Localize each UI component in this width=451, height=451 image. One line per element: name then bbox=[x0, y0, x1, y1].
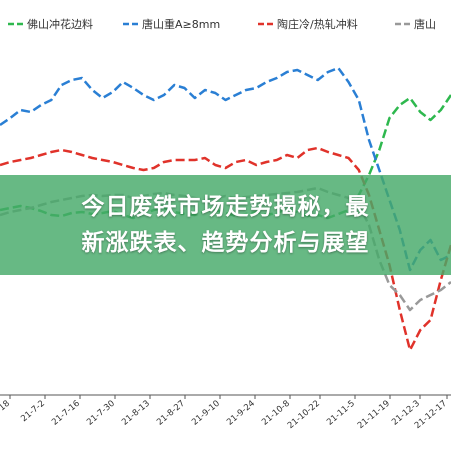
x-tick-label: 21-6-18 bbox=[0, 399, 12, 428]
legend-label: 陶庄冷/热轧冲料 bbox=[277, 17, 358, 31]
x-tick-label: 21-9-24 bbox=[225, 399, 257, 428]
headline-banner: 今日废铁市场走势揭秘，最 新涨跌表、趋势分析与展望 bbox=[0, 175, 451, 275]
x-tick-label: 21-8-27 bbox=[155, 399, 187, 428]
x-tick-label: 21-9-10 bbox=[190, 399, 222, 428]
legend-item-3: 陶庄冷/热轧冲料 bbox=[258, 17, 358, 31]
x-tick-label: 21-11-19 bbox=[356, 399, 392, 431]
x-tick-label: 21-11-5 bbox=[325, 399, 357, 428]
x-tick-label: 21-10-22 bbox=[286, 399, 322, 431]
legend-item-1: 佛山冲花边料 bbox=[8, 17, 93, 31]
x-tick-label: 21-8-13 bbox=[120, 399, 152, 428]
chart-legend: 佛山冲花边料 唐山重A≥8mm 陶庄冷/热轧冲料 唐山 bbox=[8, 17, 436, 31]
legend-item-2: 唐山重A≥8mm bbox=[123, 17, 220, 31]
x-tick-label: 21-7-2 bbox=[19, 399, 47, 425]
x-tick-label: 21-7-16 bbox=[50, 399, 82, 428]
x-axis-ticks: 21-6-18 21-7-2 21-7-16 21-7-30 21-8-13 21-8-2… bbox=[0, 395, 449, 431]
legend-label: 唐山 bbox=[414, 17, 436, 31]
series-line-2 bbox=[0, 66, 451, 272]
headline-line-2: 新涨跌表、趋势分析与展望 bbox=[81, 230, 370, 256]
legend-label: 唐山重A≥8mm bbox=[142, 17, 220, 31]
x-tick-label: 21-7-30 bbox=[85, 399, 117, 428]
legend-label: 佛山冲花边料 bbox=[27, 17, 93, 31]
headline-line-1: 今日废铁市场走势揭秘，最 bbox=[81, 194, 370, 220]
legend-item-4: 唐山 bbox=[395, 17, 436, 31]
